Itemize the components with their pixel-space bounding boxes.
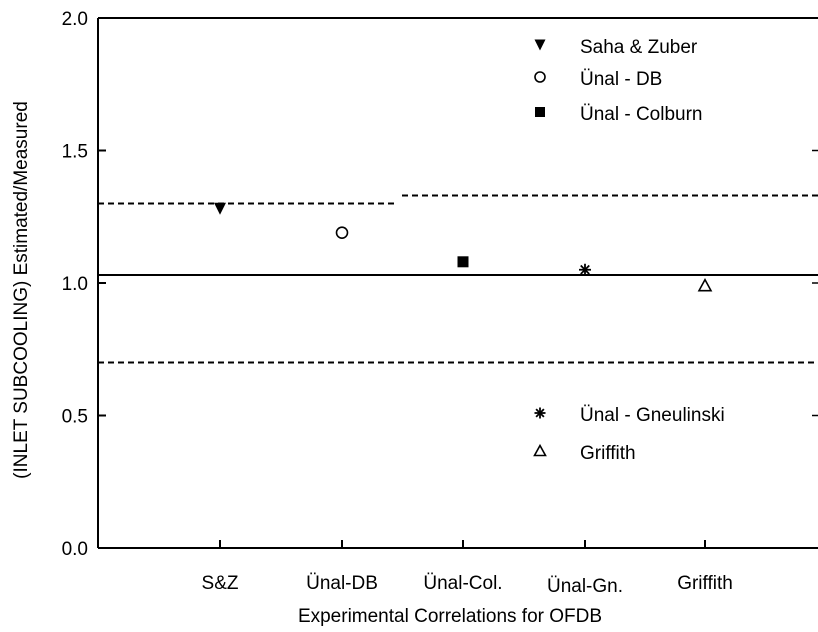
x-tick-label: S&Z	[202, 573, 239, 594]
legend-marker	[535, 107, 545, 117]
data-points	[214, 202, 713, 292]
legend-label: Saha & Zuber	[580, 37, 698, 58]
y-tick-label: 0.5	[62, 407, 88, 428]
y-axis-ticks: 0.0 0.5 1.0 1.5 2.0	[62, 9, 818, 560]
reference-lines	[98, 194, 818, 364]
legend-label: Griffith	[580, 443, 636, 464]
x-tick-label: Ünal-DB	[306, 573, 378, 594]
legend-label: Ünal - Colburn	[580, 104, 703, 125]
x-axis-title: Experimental Correlations for OFDB	[298, 606, 602, 627]
legend-marker	[534, 71, 546, 83]
plot-frame	[97, 17, 818, 549]
legend-marker	[533, 443, 547, 457]
legend-label: Ünal - DB	[580, 69, 662, 90]
y-tick-label: 1.0	[62, 274, 88, 295]
y-tick-label: 2.0	[62, 9, 88, 30]
data-point	[214, 202, 226, 215]
data-point	[457, 256, 469, 268]
legend-marker	[534, 407, 546, 419]
y-tick-label: 0.0	[62, 539, 88, 560]
data-point	[335, 226, 349, 239]
x-axis-ticks: S&Z Ünal-DB Ünal-Col. Ünal-Gn. Griffith	[202, 540, 733, 597]
x-tick-label: Ünal-Col.	[423, 573, 502, 594]
data-point	[697, 277, 713, 292]
x-tick-label: Ünal-Gn.	[547, 576, 623, 597]
legend: Saha & Zuber Ünal - DB Ünal - Colburn Ünal …	[533, 37, 725, 464]
legend-marker	[534, 39, 546, 51]
x-tick-label: Griffith	[677, 573, 733, 594]
legend-label: Ünal - Gneulinski	[580, 405, 725, 426]
data-point	[579, 263, 591, 276]
y-axis-title: (INLET SUBCOOLING) Estimated/Measured	[11, 101, 32, 479]
y-tick-label: 1.5	[62, 142, 88, 163]
